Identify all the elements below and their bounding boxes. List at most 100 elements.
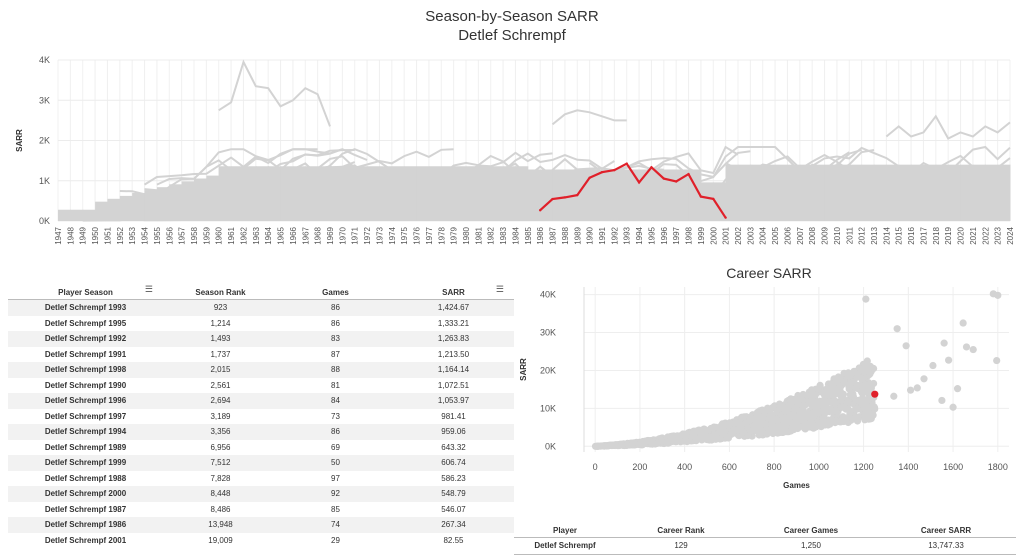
scatter-point[interactable] <box>781 407 789 415</box>
highlight-point[interactable] <box>576 193 579 197</box>
highlight-point[interactable] <box>687 172 690 176</box>
scatter-point[interactable] <box>865 388 873 396</box>
highlight-point[interactable] <box>699 195 703 198</box>
sort-icon[interactable]: ☰ <box>144 283 153 294</box>
scatter-point[interactable] <box>859 384 868 392</box>
scatter-point[interactable] <box>835 418 843 426</box>
highlight-series-line[interactable] <box>539 162 727 219</box>
scatter-point[interactable] <box>635 440 643 449</box>
scatter-point[interactable] <box>859 394 867 402</box>
table-row[interactable]: Detlef Schrempf 1992 1,493 83 1,263.83 <box>8 331 514 347</box>
highlight-point[interactable] <box>625 162 628 165</box>
col-header-season-rank[interactable]: Season Rank <box>195 287 246 297</box>
scatter-point[interactable] <box>821 402 829 410</box>
scatter-point[interactable] <box>732 419 740 427</box>
table-row[interactable]: Detlef Schrempf 1998 2,015 88 1,164.14 <box>8 362 514 378</box>
highlight-point[interactable] <box>588 176 591 180</box>
col-header-player-season[interactable]: Player Season ☰ <box>8 284 163 297</box>
scatter-point[interactable] <box>806 411 814 420</box>
scatter-point[interactable] <box>795 396 803 404</box>
table-row[interactable]: Detlef Schrempf 1989 6,956 69 643.32 <box>8 440 514 456</box>
table-row[interactable]: Detlef Schrempf 1999 7,512 50 606.74 <box>8 455 514 471</box>
scatter-point[interactable] <box>629 440 637 448</box>
scatter-point[interactable] <box>739 428 747 436</box>
highlight-point[interactable] <box>662 177 666 180</box>
scatter-point[interactable] <box>913 384 921 392</box>
scatter-point[interactable] <box>969 345 977 354</box>
scatter-point[interactable] <box>823 385 831 393</box>
scatter-point[interactable] <box>720 421 728 429</box>
col-header-player[interactable]: Player <box>552 525 578 535</box>
scatter-point[interactable] <box>959 319 967 327</box>
table-row[interactable]: Detlef Schrempf 129 1,250 13,747.33 <box>514 538 1016 555</box>
table-row[interactable]: Detlef Schrempf 1994 3,356 86 959.06 <box>8 424 514 440</box>
scatter-point[interactable] <box>773 417 781 425</box>
scatter-point[interactable] <box>920 375 928 383</box>
scatter-point[interactable] <box>814 385 822 393</box>
scatter-point[interactable] <box>753 412 761 421</box>
table-row[interactable]: Detlef Schrempf 2001 19,009 29 82.55 <box>8 533 514 549</box>
col-header-sarr[interactable]: SARR ☰ <box>393 284 514 297</box>
scatter-point[interactable] <box>949 403 957 411</box>
table-row[interactable]: Detlef Schrempf 1987 8,486 85 546.07 <box>8 502 514 518</box>
scatter-point[interactable] <box>945 356 953 364</box>
scatter-point[interactable] <box>850 368 858 376</box>
highlight-point[interactable] <box>650 166 653 169</box>
scatter-point[interactable] <box>893 325 901 333</box>
scatter-point[interactable] <box>779 415 787 423</box>
scatter-point[interactable] <box>858 375 866 383</box>
sort-icon[interactable]: ☰ <box>495 283 504 294</box>
scatter-point[interactable] <box>811 408 820 416</box>
scatter-point[interactable] <box>778 428 786 436</box>
scatter-point[interactable] <box>785 402 793 410</box>
career-scatter-chart[interactable]: 0K 10K 20K 30K 40K 0 200 400 600 800 1000 1200 1400 1… <box>514 282 1024 512</box>
table-row[interactable]: Detlef Schrempf 1993 923 86 1,424.67 <box>8 300 514 316</box>
scatter-point[interactable] <box>839 413 847 421</box>
scatter-point[interactable] <box>761 420 769 429</box>
scatter-point[interactable] <box>680 437 688 445</box>
scatter-point[interactable] <box>791 418 799 426</box>
highlight-point[interactable] <box>613 168 616 172</box>
scatter-point[interactable] <box>862 367 870 375</box>
table-row[interactable]: Detlef Schrempf 1986 13,948 74 267.34 <box>8 517 514 533</box>
scatter-point[interactable] <box>890 392 898 400</box>
scatter-point[interactable] <box>790 395 798 404</box>
scatter-point[interactable] <box>716 435 724 443</box>
scatter-point[interactable] <box>789 411 797 419</box>
scatter-point[interactable] <box>844 398 852 406</box>
scatter-point[interactable] <box>701 426 709 434</box>
scatter-point[interactable] <box>799 390 807 399</box>
table-row[interactable]: Detlef Schrempf 1988 7,828 97 586.23 <box>8 471 514 487</box>
scatter-point[interactable] <box>747 414 755 422</box>
scatter-point[interactable] <box>767 425 775 434</box>
scatter-point[interactable] <box>758 406 766 414</box>
scatter-point[interactable] <box>807 400 815 408</box>
scatter-point[interactable] <box>906 386 915 394</box>
scatter-point[interactable] <box>695 427 703 435</box>
scatter-point[interactable] <box>805 422 813 430</box>
scatter-point[interactable] <box>832 407 840 415</box>
scatter-point[interactable] <box>794 424 802 433</box>
scatter-point[interactable] <box>849 415 857 423</box>
scatter-point[interactable] <box>791 404 799 412</box>
scatter-point[interactable] <box>766 414 774 422</box>
highlight-point[interactable] <box>600 170 604 174</box>
scatter-point[interactable] <box>861 410 869 418</box>
highlight-point[interactable] <box>674 180 678 183</box>
scatter-point[interactable] <box>849 378 857 386</box>
col-header-career-rank[interactable]: Career Rank <box>657 525 705 535</box>
table-row[interactable]: Detlef Schrempf 1991 1,737 87 1,213.50 <box>8 347 514 363</box>
scatter-point[interactable] <box>777 402 785 410</box>
table-row[interactable]: Detlef Schrempf 1995 1,214 86 1,333.21 <box>8 316 514 332</box>
scatter-point[interactable] <box>653 439 661 447</box>
scatter-point[interactable] <box>811 391 819 399</box>
scatter-point[interactable] <box>861 416 869 424</box>
scatter-point[interactable] <box>709 424 717 432</box>
highlight-point[interactable] <box>563 196 567 199</box>
scatter-point[interactable] <box>738 414 746 422</box>
scatter-point[interactable] <box>666 436 674 444</box>
scatter-point[interactable] <box>851 405 859 414</box>
col-header-career-games[interactable]: Career Games <box>783 525 839 535</box>
scatter-point[interactable] <box>819 416 827 424</box>
scatter-point[interactable] <box>643 437 651 445</box>
